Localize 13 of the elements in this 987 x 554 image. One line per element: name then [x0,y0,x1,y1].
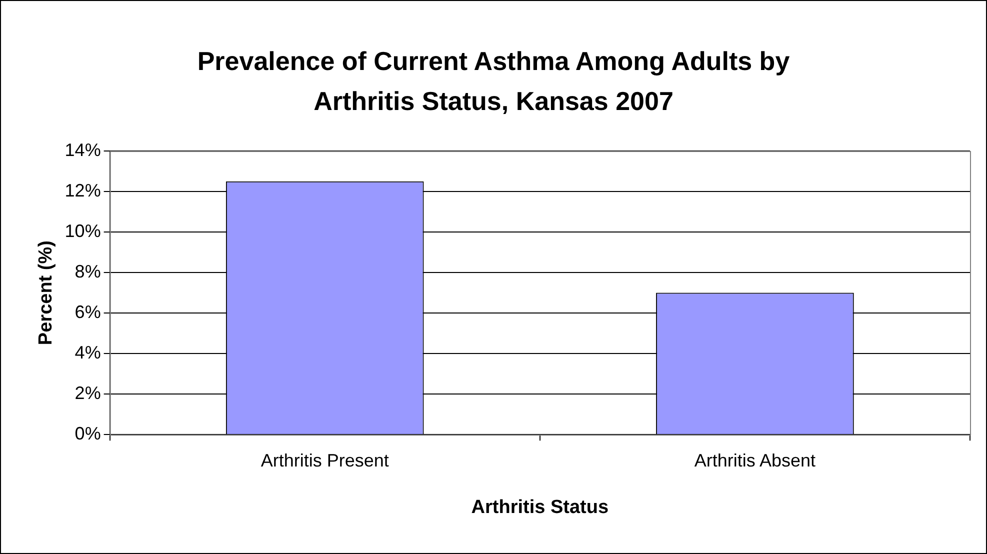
y-tick-label: 6% [74,302,101,322]
y-tick-label: 4% [74,342,101,363]
y-tick-label: 8% [74,262,101,282]
x-axis-title: Arthritis Status [471,496,609,518]
chart-title: Prevalence of Current Asthma Among Adults by Arthritis Status, Kansas 2007 [196,45,791,118]
y-tick-label: 2% [74,383,101,404]
y-axis-title: Percent (%) [36,240,57,346]
x-tick-label: Arthritis Absent [694,450,816,470]
y-tick-label: 12% [64,180,101,200]
x-tick-label: Arthritis Present [260,450,389,470]
y-tick-label: 14% [64,140,101,160]
y-tick-label: 0% [74,424,101,444]
y-tick-label: 10% [64,220,101,241]
